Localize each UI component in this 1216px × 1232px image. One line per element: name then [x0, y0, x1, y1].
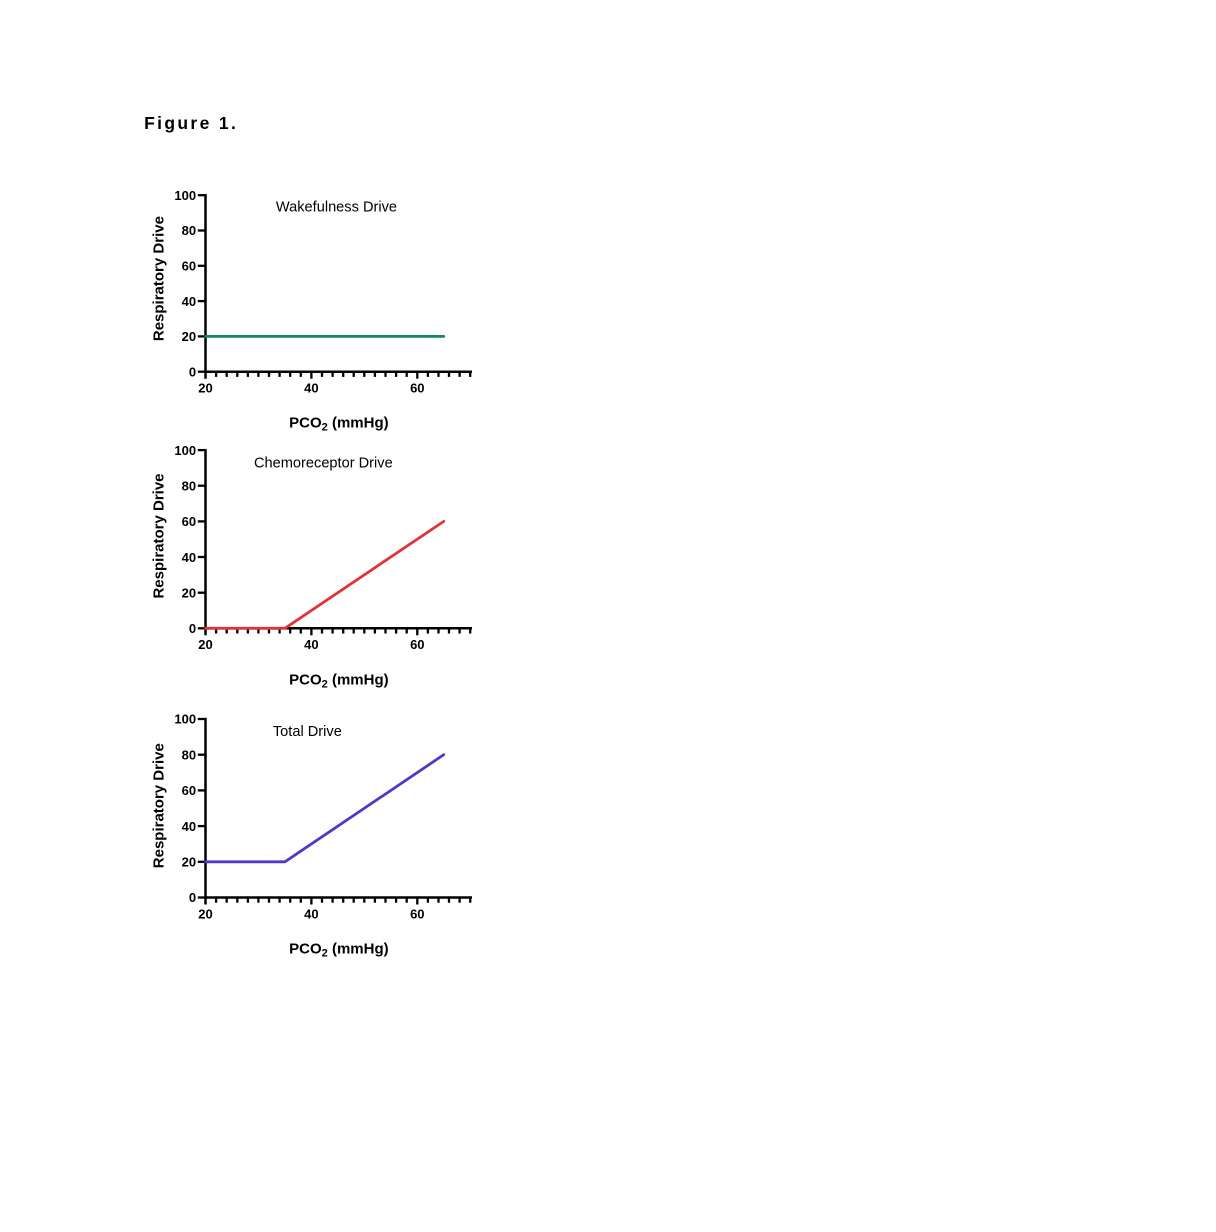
svg-text:100: 100 — [174, 712, 196, 727]
svg-text:PCO2 (mmHg): PCO2 (mmHg) — [289, 415, 388, 434]
svg-text:Respiratory Drive: Respiratory Drive — [151, 743, 168, 868]
svg-text:20: 20 — [198, 637, 212, 652]
svg-text:60: 60 — [410, 381, 424, 396]
svg-text:80: 80 — [182, 479, 196, 494]
svg-text:Wakefulness Drive: Wakefulness Drive — [276, 199, 397, 215]
svg-text:60: 60 — [182, 783, 196, 798]
svg-text:Respiratory Drive: Respiratory Drive — [151, 216, 168, 341]
svg-text:40: 40 — [304, 906, 318, 921]
svg-text:100: 100 — [174, 188, 196, 203]
svg-text:Respiratory Drive: Respiratory Drive — [151, 473, 168, 598]
svg-text:80: 80 — [182, 223, 196, 238]
svg-text:20: 20 — [198, 906, 212, 921]
svg-text:Chemoreceptor Drive: Chemoreceptor Drive — [254, 455, 393, 471]
svg-text:20: 20 — [182, 855, 196, 870]
svg-text:60: 60 — [410, 906, 424, 921]
svg-text:20: 20 — [182, 585, 196, 600]
svg-text:40: 40 — [182, 294, 196, 309]
svg-text:PCO2 (mmHg): PCO2 (mmHg) — [289, 671, 388, 690]
svg-text:0: 0 — [189, 364, 196, 379]
svg-text:20: 20 — [182, 329, 196, 344]
svg-text:Figure 1.: Figure 1. — [144, 113, 238, 133]
svg-text:40: 40 — [304, 637, 318, 652]
svg-text:20: 20 — [198, 381, 212, 396]
svg-text:0: 0 — [189, 890, 196, 905]
svg-text:60: 60 — [410, 637, 424, 652]
svg-text:40: 40 — [182, 550, 196, 565]
svg-text:80: 80 — [182, 747, 196, 762]
svg-text:100: 100 — [174, 443, 196, 458]
svg-text:0: 0 — [189, 621, 196, 636]
svg-text:60: 60 — [182, 259, 196, 274]
svg-text:60: 60 — [182, 514, 196, 529]
svg-text:40: 40 — [182, 819, 196, 834]
svg-text:Total Drive: Total Drive — [273, 724, 342, 740]
svg-text:40: 40 — [304, 381, 318, 396]
svg-text:PCO2 (mmHg): PCO2 (mmHg) — [289, 941, 388, 960]
